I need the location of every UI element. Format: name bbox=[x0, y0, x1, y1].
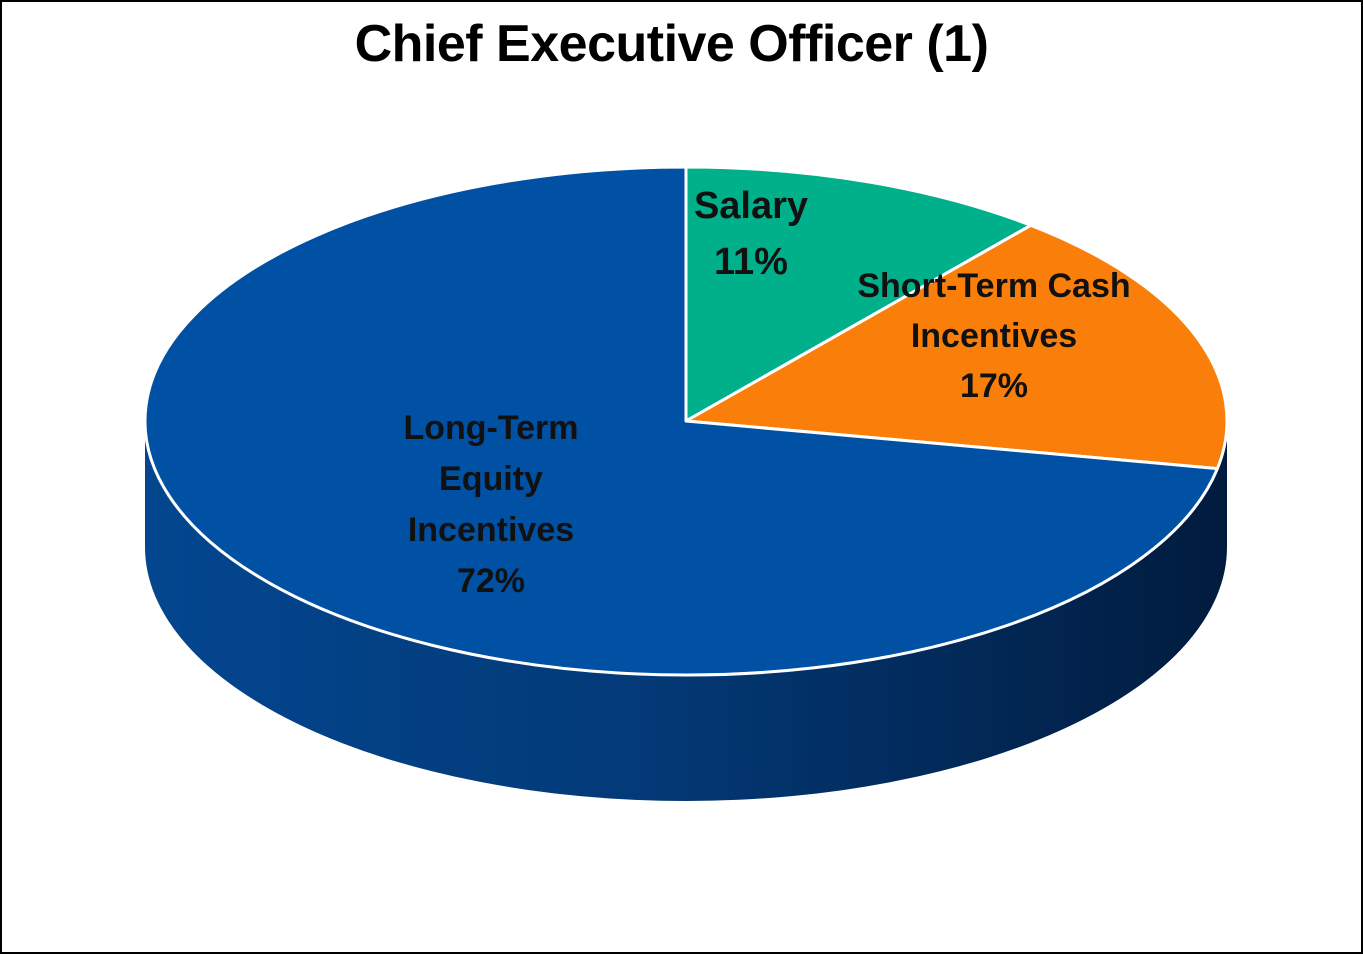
slice-label-line: Incentives bbox=[408, 511, 574, 549]
slice-value-short-term-cash-incentives: 17% bbox=[960, 367, 1028, 405]
chart-title: Chief Executive Officer (1) bbox=[354, 15, 989, 73]
pie-slice-long-term-equity-incentives bbox=[143, 165, 1219, 677]
slice-value-long-term-equity-incentives: 72% bbox=[457, 562, 525, 600]
slice-label-line: Incentives bbox=[911, 317, 1077, 355]
slice-label-long-term-equity-incentives: Long-Term Equity Incentives 72% bbox=[403, 409, 578, 600]
slice-label-line: Long-Term bbox=[403, 409, 578, 447]
slice-label-line: Short-Term Cash bbox=[857, 267, 1130, 305]
slice-label-line: Equity bbox=[439, 460, 543, 498]
pie-slice-salary bbox=[684, 165, 1033, 423]
slice-value-salary: 11% bbox=[714, 241, 788, 283]
pie-side-wall bbox=[145, 421, 1227, 801]
slice-label-line: Salary bbox=[694, 185, 808, 227]
slice-label-salary: Salary 11% bbox=[694, 185, 808, 283]
pie-slice-short-term-cash-incentives bbox=[684, 223, 1229, 471]
slice-label-short-term-cash-incentives: Short-Term Cash Incentives 17% bbox=[857, 267, 1130, 405]
